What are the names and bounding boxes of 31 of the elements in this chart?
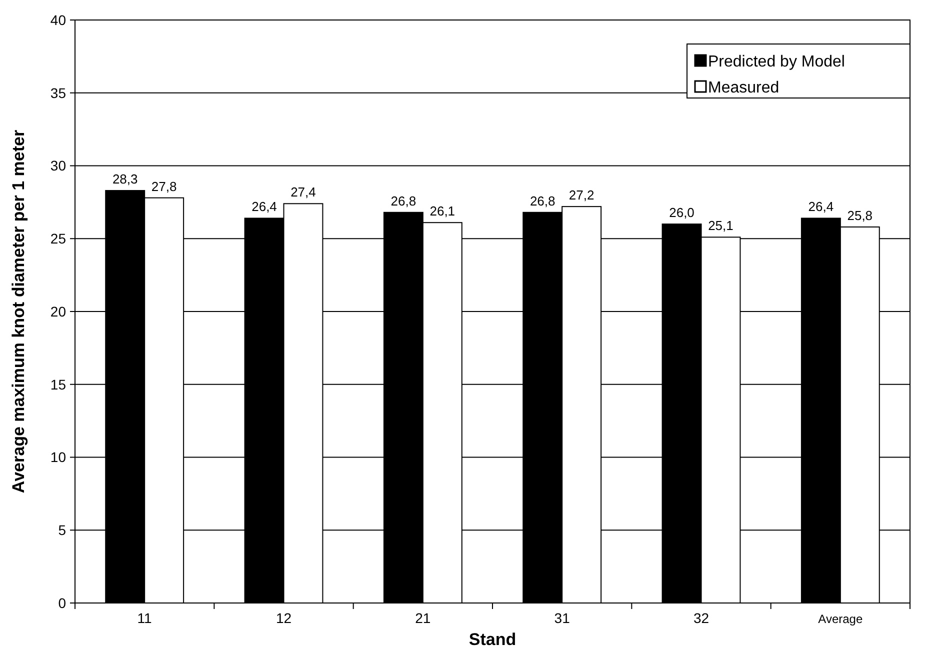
x-tick-label: 32	[693, 610, 710, 626]
y-tick-label: 10	[50, 449, 66, 466]
y-tick-label: 30	[50, 158, 66, 174]
data-label: 25,8	[847, 208, 873, 223]
data-label: 27,2	[568, 188, 594, 203]
data-label: 26,8	[530, 193, 556, 208]
y-tick-label: 0	[58, 594, 66, 611]
x-tick-label: Average	[818, 612, 863, 626]
legend-label: Predicted by Model	[708, 54, 845, 71]
data-label: 26,4	[808, 199, 834, 214]
data-label: 26,1	[430, 204, 456, 219]
data-label: 26,8	[390, 193, 416, 208]
data-label: 28,3	[112, 172, 138, 187]
x-tick-label: 11	[137, 610, 152, 626]
y-tick-label: 35	[50, 84, 66, 101]
data-label: 26,4	[252, 199, 277, 214]
x-tick-label: 31	[554, 610, 570, 626]
y-tick-label: 25	[50, 230, 66, 247]
data-label: 26,0	[669, 205, 694, 220]
x-axis-title: Stand	[468, 630, 516, 649]
y-tick-label: 5	[58, 522, 66, 538]
data-label: 25,1	[708, 218, 734, 234]
data-label: 27,8	[151, 178, 177, 194]
y-tick-label: 20	[50, 303, 66, 320]
data-label: 27,4	[290, 184, 316, 200]
legend-label: Measured	[708, 80, 780, 97]
y-axis-title: Average maximum knot diameter per 1 meter	[9, 130, 28, 494]
x-tick-label: 12	[276, 610, 292, 626]
y-tick-label: 40	[50, 12, 66, 28]
x-tick-label: 21	[415, 610, 431, 626]
y-tick-label: 15	[50, 376, 66, 392]
